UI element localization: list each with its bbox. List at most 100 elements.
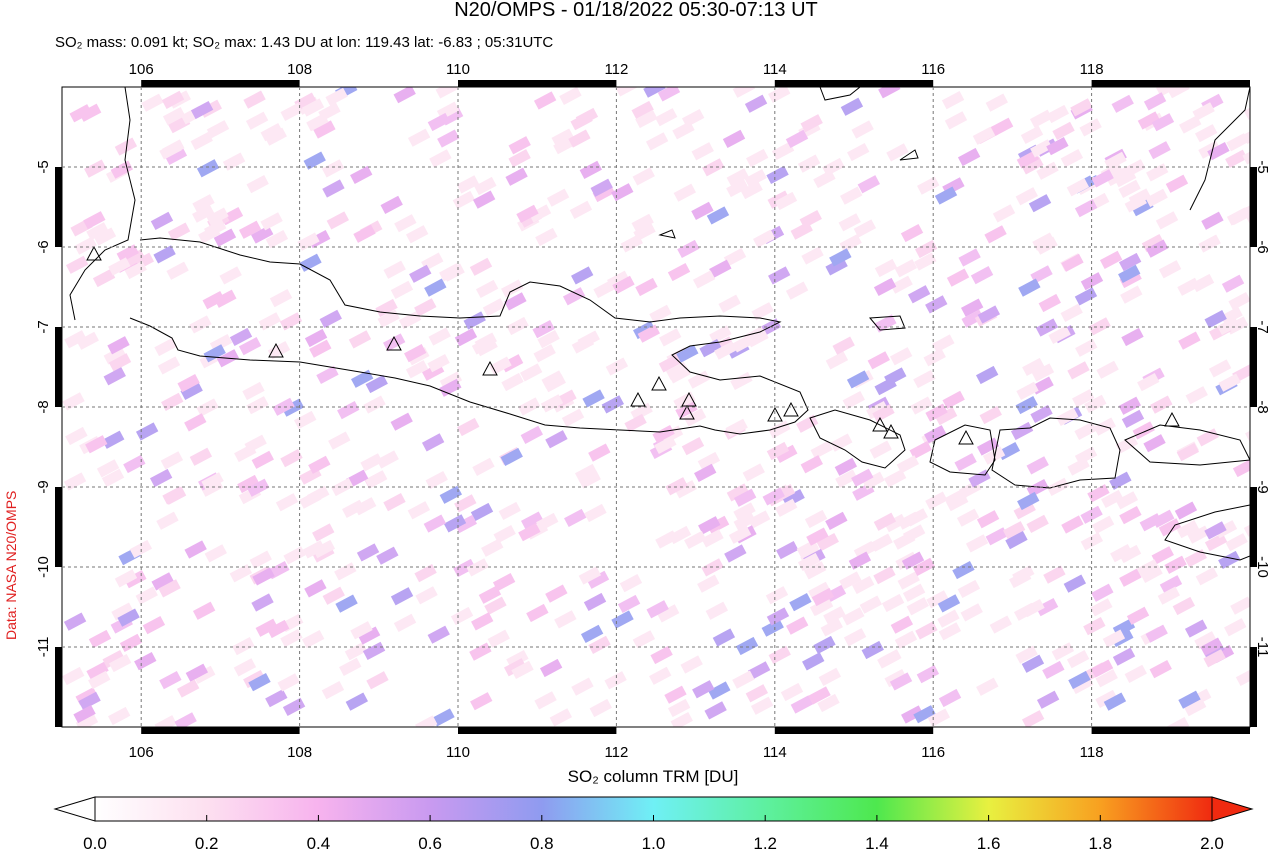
pixel bbox=[88, 629, 112, 649]
pixel bbox=[63, 612, 87, 631]
pixel bbox=[956, 508, 980, 527]
pixel bbox=[1121, 327, 1144, 347]
colorbar-tick-label: 2.0 bbox=[1200, 834, 1224, 853]
pixel bbox=[1015, 187, 1038, 206]
pixel bbox=[570, 112, 593, 131]
pixel bbox=[853, 541, 877, 560]
pixel bbox=[583, 592, 607, 612]
lon-tick-bar bbox=[1091, 727, 1250, 734]
pixel bbox=[655, 530, 678, 549]
pixel bbox=[1141, 233, 1165, 253]
pixel bbox=[946, 268, 970, 287]
pixel bbox=[64, 330, 87, 349]
pixel bbox=[334, 562, 357, 581]
pixel bbox=[423, 514, 447, 533]
colorbar-label: SO₂ column TRM [DU] bbox=[568, 767, 739, 786]
pixel bbox=[1225, 533, 1248, 552]
pixel bbox=[631, 100, 654, 120]
pixel bbox=[414, 563, 437, 583]
pixel bbox=[407, 501, 431, 520]
lon-tick-label: 114 bbox=[763, 61, 787, 78]
pixel bbox=[1066, 650, 1090, 669]
pixel bbox=[151, 572, 174, 591]
pixel bbox=[750, 696, 774, 715]
lat-tick-bar bbox=[1250, 327, 1257, 407]
pixel bbox=[912, 557, 935, 576]
pixel bbox=[108, 257, 131, 276]
pixel bbox=[890, 615, 914, 634]
pixel bbox=[1084, 394, 1107, 413]
pixel bbox=[925, 491, 948, 510]
lat-tick-label: -8 bbox=[35, 400, 52, 413]
pixel bbox=[896, 455, 920, 474]
pixel bbox=[1177, 277, 1200, 296]
pixel bbox=[906, 597, 929, 616]
pixel bbox=[154, 337, 177, 357]
pixel bbox=[744, 169, 767, 188]
pixel bbox=[1178, 331, 1201, 350]
pixel bbox=[62, 392, 85, 411]
pixel bbox=[723, 248, 747, 267]
pixel bbox=[1136, 559, 1160, 578]
pixel bbox=[593, 279, 616, 299]
pixel bbox=[450, 606, 474, 626]
pixel bbox=[119, 633, 143, 653]
pixel bbox=[706, 206, 730, 225]
pixel bbox=[714, 341, 737, 360]
pixel bbox=[834, 457, 858, 476]
pixel bbox=[103, 367, 126, 386]
pixel bbox=[732, 670, 755, 689]
pixel bbox=[1111, 94, 1134, 113]
pixel bbox=[528, 204, 552, 223]
pixel bbox=[970, 266, 994, 285]
pixel bbox=[1118, 264, 1141, 284]
colorbar-tick-label: 0.2 bbox=[195, 834, 219, 853]
pixel bbox=[442, 263, 465, 282]
pixel bbox=[601, 395, 624, 414]
volcano bbox=[651, 375, 667, 391]
pixel bbox=[469, 642, 492, 661]
pixel bbox=[437, 129, 460, 148]
lon-tick-label: 108 bbox=[287, 61, 312, 78]
pixel bbox=[1118, 396, 1141, 415]
lat-tick-label: -10 bbox=[35, 556, 52, 578]
lon-tick-bar bbox=[1091, 80, 1250, 87]
pixel bbox=[937, 594, 961, 613]
pixel bbox=[73, 704, 96, 724]
pixel bbox=[63, 472, 87, 491]
pixel bbox=[1217, 316, 1240, 336]
pixel bbox=[732, 87, 756, 98]
pixel bbox=[149, 468, 173, 488]
pixel bbox=[390, 412, 413, 431]
pixel bbox=[308, 455, 331, 474]
pixel bbox=[832, 336, 855, 355]
pixel bbox=[893, 531, 916, 550]
pixel bbox=[219, 266, 242, 285]
pixel bbox=[1010, 421, 1034, 441]
pixel bbox=[350, 165, 373, 184]
pixel bbox=[645, 132, 669, 151]
pixel bbox=[799, 209, 822, 229]
pixel bbox=[251, 593, 274, 612]
pixel bbox=[810, 440, 833, 460]
pixel bbox=[1063, 574, 1087, 593]
pixel bbox=[201, 472, 224, 491]
pixel bbox=[1151, 113, 1175, 132]
pixel bbox=[901, 705, 924, 724]
pixel bbox=[571, 266, 594, 285]
pixel bbox=[1072, 389, 1095, 408]
pixel bbox=[874, 258, 898, 278]
pixel bbox=[1112, 647, 1136, 666]
pixel bbox=[586, 570, 610, 589]
pixel bbox=[65, 255, 89, 274]
pixel bbox=[1095, 669, 1118, 688]
pixel bbox=[580, 624, 604, 643]
pixel bbox=[443, 514, 467, 533]
lon-tick-label: 118 bbox=[1080, 744, 1104, 761]
pixel bbox=[424, 278, 447, 297]
pixel bbox=[505, 167, 528, 186]
lat-tick-label: -9 bbox=[35, 480, 52, 493]
pixel bbox=[611, 183, 634, 202]
pixel bbox=[829, 248, 852, 267]
pixel bbox=[965, 534, 989, 553]
